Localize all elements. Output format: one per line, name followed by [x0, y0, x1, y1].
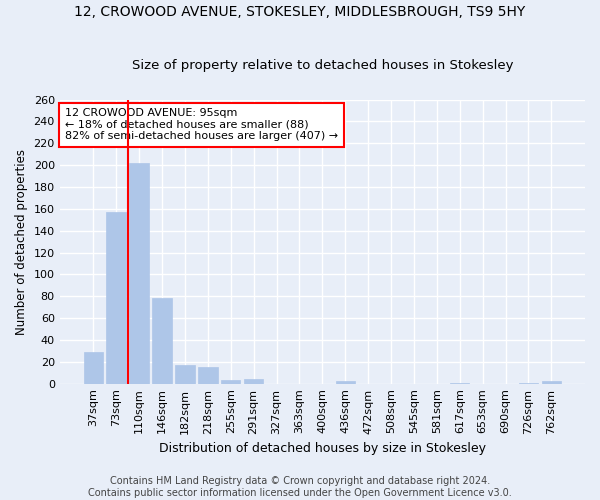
Bar [175, 365, 194, 384]
Text: 12 CROWOOD AVENUE: 95sqm
← 18% of detached houses are smaller (88)
82% of semi-d: 12 CROWOOD AVENUE: 95sqm ← 18% of detach… [65, 108, 338, 142]
Text: Contains HM Land Registry data © Crown copyright and database right 2024.
Contai: Contains HM Land Registry data © Crown c… [88, 476, 512, 498]
Y-axis label: Number of detached properties: Number of detached properties [15, 148, 28, 334]
Bar [106, 212, 126, 384]
Bar [519, 382, 538, 384]
Title: Size of property relative to detached houses in Stokesley: Size of property relative to detached ho… [131, 59, 513, 72]
Bar [335, 382, 355, 384]
Bar [542, 382, 561, 384]
X-axis label: Distribution of detached houses by size in Stokesley: Distribution of detached houses by size … [159, 442, 486, 455]
Bar [83, 352, 103, 384]
Bar [198, 368, 218, 384]
Bar [450, 382, 469, 384]
Bar [244, 380, 263, 384]
Bar [152, 298, 172, 384]
Text: 12, CROWOOD AVENUE, STOKESLEY, MIDDLESBROUGH, TS9 5HY: 12, CROWOOD AVENUE, STOKESLEY, MIDDLESBR… [74, 5, 526, 19]
Bar [221, 380, 241, 384]
Bar [130, 163, 149, 384]
